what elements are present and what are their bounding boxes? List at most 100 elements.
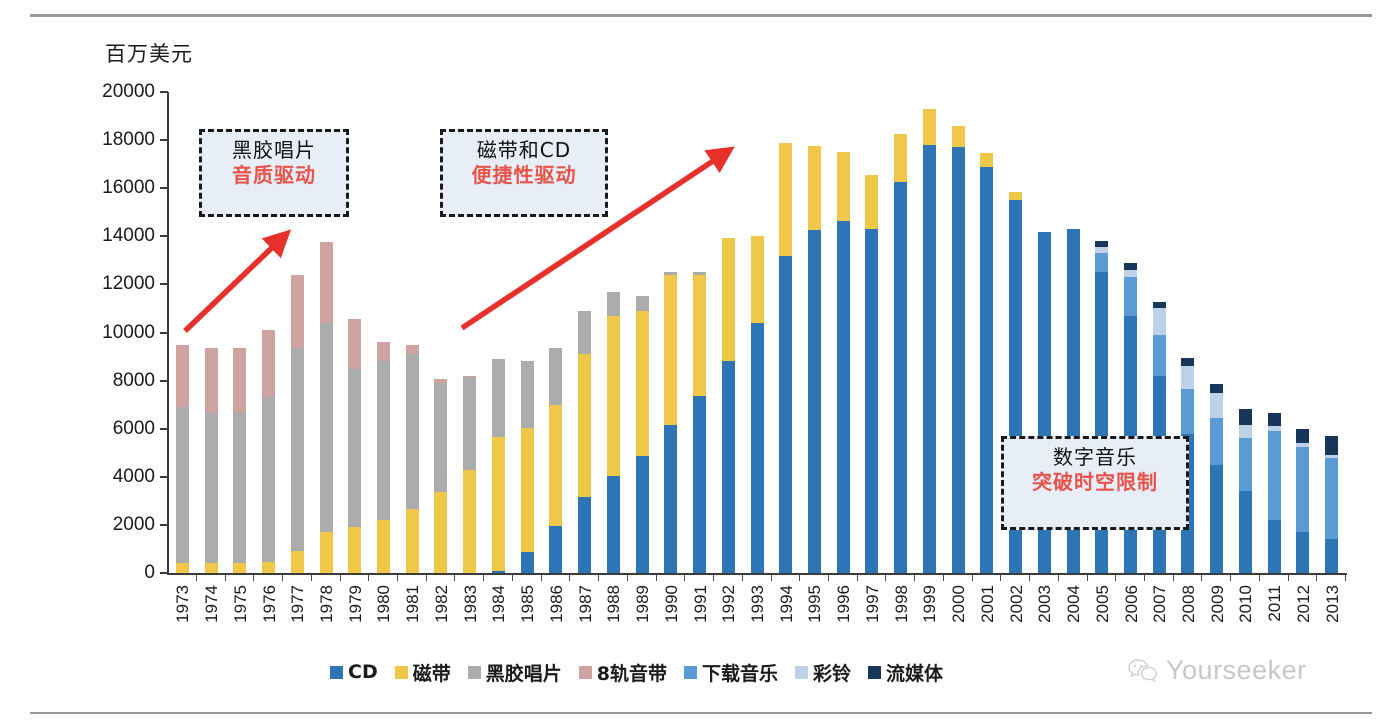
bar-stack [1296,92,1310,573]
x-axis-tick-label: 2001 [977,585,997,623]
x-axis-tick-label: 1978 [317,585,337,623]
bar-stack [779,92,793,573]
legend-swatch [683,665,697,679]
x-axis-tick-mark [713,575,715,581]
bar-stack [348,92,362,573]
bar-segment-磁带 [175,563,189,573]
x-axis-tick-mark [1057,575,1059,581]
x-axis-tick-label: 1986 [546,585,566,623]
annotation-tape-cd-line2: 便捷性驱动 [471,163,577,187]
y-axis-tick-label: 14000 [102,225,155,247]
y-axis-tick-mark [160,379,168,382]
x-axis-tick-mark [626,575,628,581]
bar-segment-CD [836,220,850,573]
x-axis-tick-label: 1983 [460,585,480,623]
legend-label: 黑胶唱片 [485,662,562,685]
x-axis-tick-mark [1201,575,1203,581]
x-axis-tick-mark [770,575,772,581]
annotation-digital-line1: 数字音乐 [1053,445,1137,469]
x-axis-tick-mark [1115,575,1117,581]
bar-segment-CD [635,456,649,573]
x-axis-tick-mark [827,575,829,581]
bottom-divider [30,712,1372,714]
legend-item-下载音乐[interactable]: 下载音乐 [683,659,778,686]
x-axis-tick-label: 1981 [403,585,423,623]
x-axis-tick-mark [914,575,916,581]
y-axis-tick-mark [160,427,168,430]
x-axis-tick-label: 2006 [1121,585,1141,623]
x-axis-tick-mark [569,575,571,581]
bar-stack [175,92,189,573]
bar-stack [721,92,735,573]
bar-segment-CD [520,551,534,573]
annotation-vinyl: 黑胶唱片 音质驱动 [199,129,349,217]
legend-swatch [330,665,343,679]
y-axis-tick-mark [160,475,168,478]
bar-segment-黑胶唱片 [290,348,304,573]
annotation-tape-cd: 磁带和CD 便捷性驱动 [440,129,608,217]
x-axis-tick-label: 1987 [575,585,595,623]
bar-stack [405,92,419,573]
bar-segment-CD [865,229,879,573]
x-axis-tick-label: 2011 [1265,585,1285,622]
x-axis-tick-mark [425,575,427,581]
bar-segment-黑胶唱片 [348,368,362,573]
bar-stack [750,92,764,573]
x-axis-tick-label: 1980 [374,585,394,623]
bar-segment-黑胶唱片 [262,396,276,573]
legend-label: 磁带 [412,662,451,685]
legend-item-8轨音带[interactable]: 8轨音带 [578,659,667,686]
x-axis-tick-label: 2003 [1035,585,1055,623]
y-axis-tick-mark [160,331,168,334]
x-axis-tick-label: 1989 [633,585,653,623]
x-axis-tick-mark [310,575,312,581]
legend-swatch [394,665,408,679]
bar-segment-CD [894,182,908,573]
legend-item-黑胶唱片[interactable]: 黑胶唱片 [467,659,562,686]
y-axis-tick-mark [160,139,168,142]
bar-stack [894,92,908,573]
bar-stack [262,92,276,573]
annotation-vinyl-line2: 音质驱动 [232,163,316,187]
bar-segment-CD [1267,520,1281,573]
x-axis-tick-mark [799,575,801,581]
x-axis-tick-mark [1172,575,1174,581]
bar-segment-黑胶唱片 [233,411,247,573]
bar-segment-黑胶唱片 [204,411,218,573]
bar-stack [922,92,936,573]
bar-stack [319,92,333,573]
y-axis-tick-label: 8000 [112,369,155,391]
legend-item-磁带[interactable]: 磁带 [394,659,451,686]
bar-segment-磁带 [290,551,304,573]
legend-swatch [578,665,592,679]
bar-segment-磁带 [348,527,362,573]
legend-item-CD[interactable]: CD [330,661,378,683]
bar-stack [1238,92,1252,573]
x-axis-tick-label: 1976 [259,585,279,623]
x-axis-tick-mark [856,575,858,581]
y-axis-title: 百万美元 [105,42,193,66]
y-axis-tick-label: 16000 [102,177,155,199]
bar-stack [491,92,505,573]
bar-stack [204,92,218,573]
y-axis-tick-label: 4000 [112,465,155,487]
x-axis-tick-mark [1258,575,1260,581]
annotation-digital: 数字音乐 突破时空限制 [1001,436,1189,530]
x-axis-tick-label: 2007 [1150,585,1170,623]
y-axis-tick-label: 0 [144,562,155,583]
y-axis-tick-mark [160,91,168,93]
bar-stack [807,92,821,573]
bar-segment-磁带 [491,437,505,573]
y-axis-tick-mark [160,187,168,190]
bar-stack [549,92,563,573]
legend-item-流媒体[interactable]: 流媒体 [868,659,943,686]
bar-segment-磁带 [319,532,333,573]
watermark: Yourseeker [1128,655,1307,686]
legend-item-彩铃[interactable]: 彩铃 [795,659,851,686]
x-axis-tick-mark [655,575,657,581]
bar-stack [693,92,707,573]
bar-segment-CD [750,322,764,573]
bar-segment-CD [779,255,793,573]
legend-label: 彩铃 [813,662,852,685]
x-axis-tick-mark [1144,575,1145,581]
